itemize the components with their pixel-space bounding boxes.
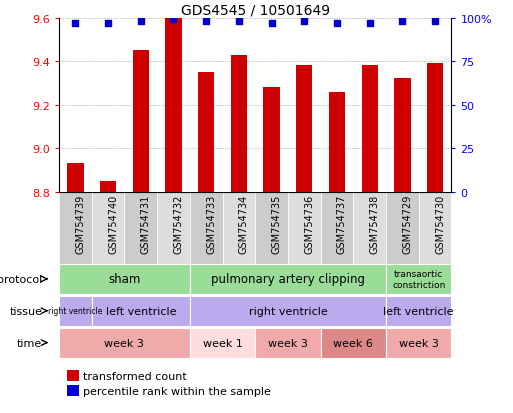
Bar (190, 192, 223, 264)
Text: GSM754734: GSM754734 (239, 194, 249, 253)
Bar (165, 19, 182, 192)
Text: transaortic
constriction: transaortic constriction (392, 270, 445, 289)
Bar (67, 164, 84, 192)
Bar (59, 192, 92, 264)
Text: time: time (17, 338, 43, 348)
Bar (100, 181, 116, 192)
Text: GSM754736: GSM754736 (304, 194, 314, 253)
Text: left ventricle: left ventricle (384, 306, 454, 316)
Bar (321, 328, 386, 358)
Bar (255, 192, 288, 264)
Bar (386, 296, 451, 326)
Bar (296, 66, 312, 192)
Point (366, 21, 374, 27)
Bar (394, 79, 410, 192)
Title: GDS4545 / 10501649: GDS4545 / 10501649 (181, 3, 330, 17)
Text: week 6: week 6 (333, 338, 373, 348)
Bar (59, 328, 190, 358)
Point (136, 19, 145, 25)
Bar (386, 192, 419, 264)
Bar (190, 296, 386, 326)
Text: week 3: week 3 (268, 338, 308, 348)
Text: tissue: tissue (9, 306, 43, 316)
Text: GSM754735: GSM754735 (271, 194, 282, 254)
Text: GSM754739: GSM754739 (75, 194, 85, 253)
Text: week 3: week 3 (105, 338, 144, 348)
Text: week 1: week 1 (203, 338, 243, 348)
Bar (67, 385, 78, 396)
Bar (59, 264, 190, 294)
Bar (190, 264, 386, 294)
Text: left ventricle: left ventricle (106, 306, 176, 316)
Bar (132, 51, 149, 192)
Bar (231, 55, 247, 192)
Text: GSM754731: GSM754731 (141, 194, 151, 253)
Bar (255, 328, 321, 358)
Point (267, 21, 275, 27)
Bar (190, 328, 255, 358)
Text: GSM754737: GSM754737 (337, 194, 347, 254)
Point (431, 19, 439, 25)
Text: GSM754730: GSM754730 (435, 194, 445, 253)
Bar (362, 66, 378, 192)
Bar (353, 192, 386, 264)
Bar (386, 328, 451, 358)
Bar (67, 370, 78, 381)
Text: GSM754740: GSM754740 (108, 194, 118, 253)
Point (202, 19, 210, 25)
Text: GSM754738: GSM754738 (370, 194, 380, 253)
Text: week 3: week 3 (399, 338, 439, 348)
Point (398, 19, 406, 25)
Point (169, 17, 177, 24)
Text: GSM754732: GSM754732 (173, 194, 184, 254)
Point (333, 21, 341, 27)
Point (300, 19, 308, 25)
Text: percentile rank within the sample: percentile rank within the sample (83, 386, 270, 396)
Bar (198, 73, 214, 192)
Bar (263, 88, 280, 192)
Text: GSM754729: GSM754729 (402, 194, 412, 254)
Bar (157, 192, 190, 264)
Bar (386, 264, 451, 294)
Point (104, 21, 112, 27)
Point (235, 19, 243, 25)
Text: GSM754733: GSM754733 (206, 194, 216, 253)
Bar (92, 296, 190, 326)
Bar (329, 92, 345, 192)
Bar (288, 192, 321, 264)
Bar (223, 192, 255, 264)
Bar (427, 64, 443, 192)
Text: right ventricle: right ventricle (248, 306, 327, 316)
Bar (124, 192, 157, 264)
Text: pulmonary artery clipping: pulmonary artery clipping (211, 273, 365, 286)
Text: protocol: protocol (0, 274, 43, 284)
Text: right ventricle: right ventricle (48, 306, 103, 316)
Bar (321, 192, 353, 264)
Text: sham: sham (108, 273, 141, 286)
Bar (419, 192, 451, 264)
Bar (59, 296, 92, 326)
Point (71, 21, 80, 27)
Text: transformed count: transformed count (83, 371, 186, 381)
Bar (92, 192, 125, 264)
